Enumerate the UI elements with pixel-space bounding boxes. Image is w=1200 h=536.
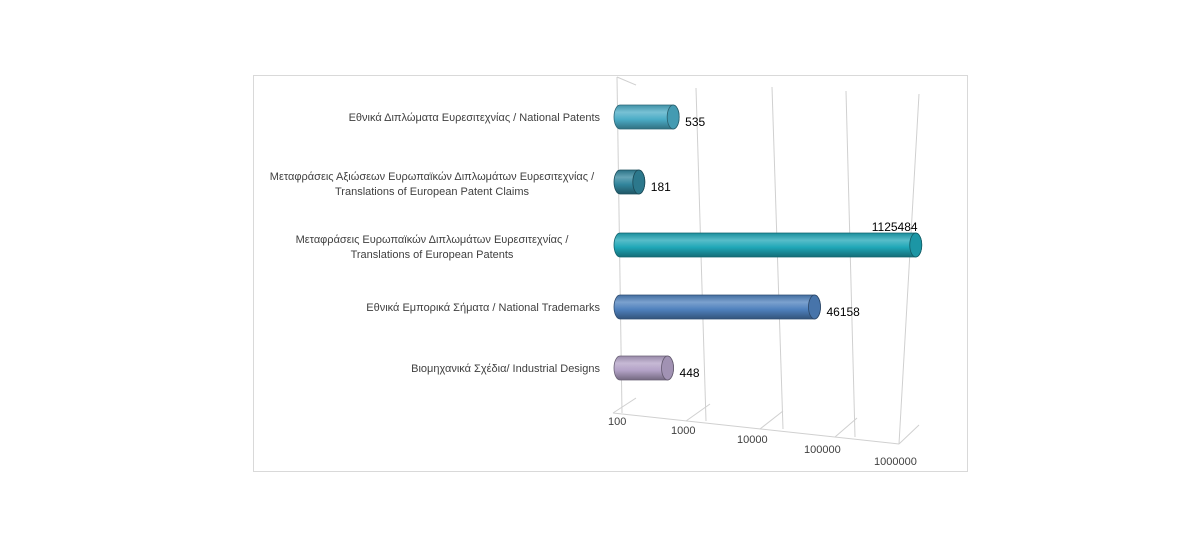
floor-gridline-4 [898,424,920,445]
gridlines [612,76,920,445]
wall-top-edge [616,76,637,86]
floor-gridline-1 [685,403,711,422]
category-label: Translations of European Patent Claims [335,186,530,198]
category-label: Μεταφράσεις Αξιώσεων Ευρωπαϊκών Διπλωμάτ… [270,171,595,183]
bar [613,104,680,130]
floor-gridline-2 [759,410,784,430]
bar [613,232,923,258]
gridline-4 [898,93,920,445]
gridline-2 [771,86,784,430]
data-label: 535 [685,115,705,129]
tick-label: 1000 [671,425,695,437]
data-label: 448 [680,366,700,380]
data-label: 46158 [826,305,860,319]
category-label: Translations of European Patents [351,249,514,261]
category-label: Εθνικά Εμπορικά Σήματα / National Tradem… [366,302,600,314]
bar [613,294,821,320]
category-label: Βιομηχανικά Σχέδια/ Industrial Designs [411,363,600,375]
category-label: Μεταφράσεις Ευρωπαϊκών Διπλωμάτων Ευρεσι… [296,234,570,246]
data-label: 181 [651,180,671,194]
tick-label: 100 [608,416,626,428]
floor-gridline-3 [834,417,858,438]
bar [613,169,646,195]
category-label: Εθνικά Διπλώματα Ευρεσιτεχνίας / Nationa… [349,112,601,124]
chart-frame [253,75,968,472]
tick-label: 100000 [804,444,841,456]
tick-label: 10000 [737,434,768,446]
floor-edge [612,412,900,445]
tick-label: 1000000 [874,456,917,468]
data-label: 1125484 [872,220,918,234]
bar [613,355,674,381]
gridline-3 [845,90,856,438]
floor-gridline-0 [612,397,637,414]
